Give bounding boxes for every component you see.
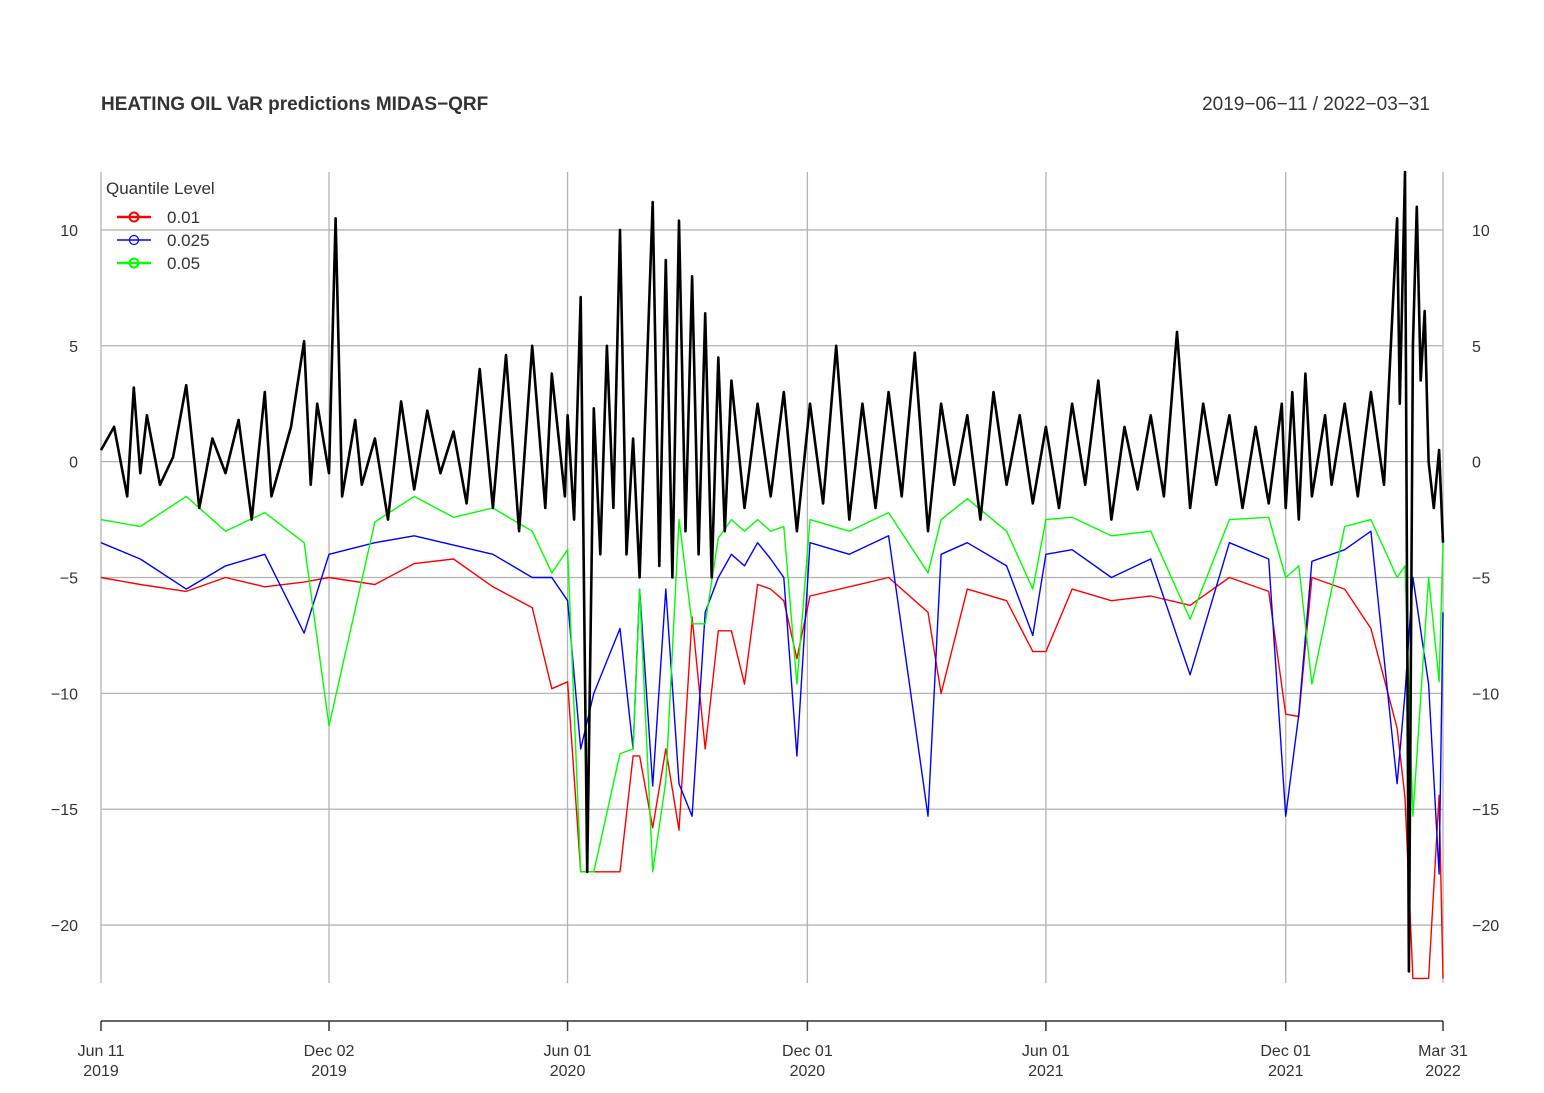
y-tick-label-left: −15 [51, 802, 78, 819]
x-tick-label: Jun 01 [544, 1043, 592, 1060]
y-tick-label-right: −10 [1472, 686, 1499, 703]
x-tick-year-label: 2021 [1028, 1063, 1064, 1080]
legend-swatch-marker [128, 211, 140, 223]
legend-swatch-marker [128, 234, 140, 246]
x-tick-label: Dec 02 [304, 1043, 355, 1060]
axes: 10 10 5 5 0 0 −5 −5 −10 −10 −15 −15 −20 −20 Jun 11 2019… [51, 223, 1499, 1080]
legend: Quantile Level 0.01 0.025 0.05 [106, 179, 215, 273]
legend-entry-label: 0.025 [167, 231, 210, 250]
x-tick-label: Mar 31 [1418, 1043, 1468, 1060]
y-tick-label-right: −15 [1472, 802, 1499, 819]
x-tick-label: Jun 01 [1022, 1043, 1070, 1060]
chart-title: HEATING OIL VaR predictions MIDAS−QRF [101, 94, 488, 115]
y-tick-label-right: −5 [1472, 571, 1490, 588]
y-tick-label-right: 5 [1472, 339, 1481, 356]
x-tick-label: Jun 11 [78, 1043, 125, 1060]
legend-title: Quantile Level [106, 179, 215, 198]
x-tick-year-label: 2020 [790, 1063, 826, 1080]
x-tick-year-label: 2019 [311, 1063, 347, 1080]
x-tick-label: Dec 01 [782, 1043, 833, 1060]
y-tick-label-left: 0 [69, 455, 78, 472]
x-tick-year-label: 2020 [550, 1063, 586, 1080]
series-lines [99, 170, 1445, 980]
x-tick-year-label: 2019 [83, 1063, 119, 1080]
legend-entry-label: 0.01 [167, 208, 200, 227]
x-tick-year-label: 2022 [1425, 1063, 1461, 1080]
y-tick-label-left: −10 [51, 686, 78, 703]
x-tick-year-label: 2021 [1268, 1063, 1304, 1080]
x-tick-label: Dec 01 [1260, 1043, 1311, 1060]
date-range-label: 2019−06−11 / 2022−03−31 [1202, 94, 1430, 115]
y-tick-label-left: 10 [60, 223, 78, 240]
returns-line [99, 170, 1445, 973]
y-tick-label-left: 5 [69, 339, 78, 356]
y-tick-label-right: 0 [1472, 455, 1481, 472]
legend-swatch-marker [128, 257, 140, 269]
var-line-var-0-05 [100, 495, 1444, 873]
y-tick-label-right: −20 [1472, 918, 1499, 935]
y-tick-label-left: −5 [60, 571, 78, 588]
var-line-var-0-01 [100, 558, 1444, 980]
y-tick-label-right: 10 [1472, 223, 1490, 240]
legend-entry-label: 0.05 [167, 254, 200, 273]
var-line-var-0-025 [100, 530, 1444, 875]
y-tick-label-left: −20 [51, 918, 78, 935]
